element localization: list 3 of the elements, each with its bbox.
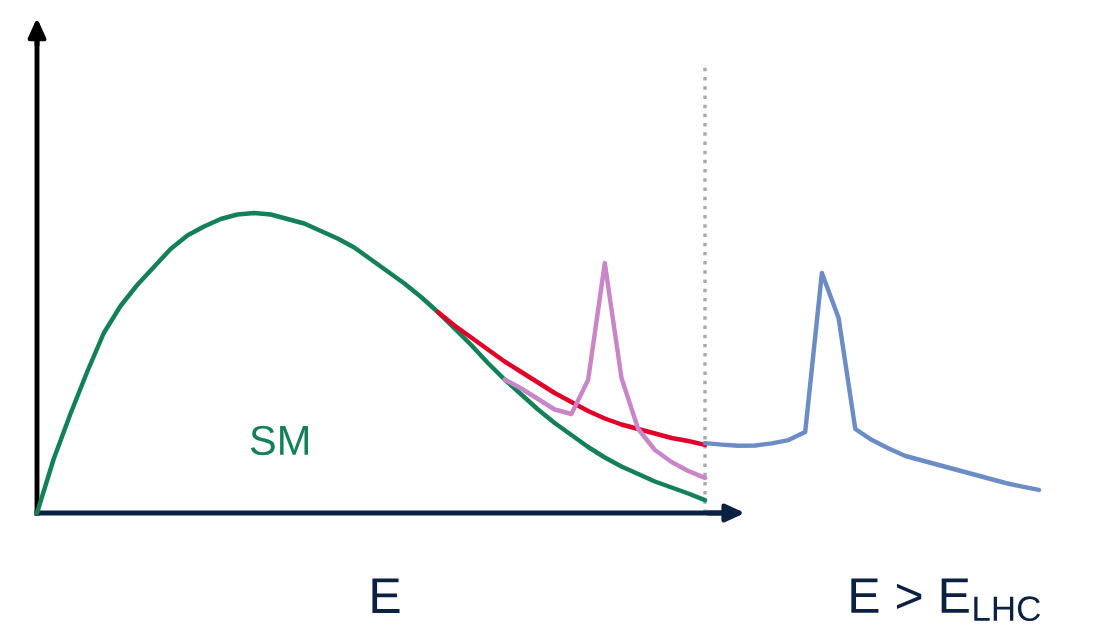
- text: SM: [250, 425, 308, 456]
- x-axis-title: E: [372, 578, 400, 613]
- text: E > E$_{LHC}$: [851, 578, 1041, 622]
